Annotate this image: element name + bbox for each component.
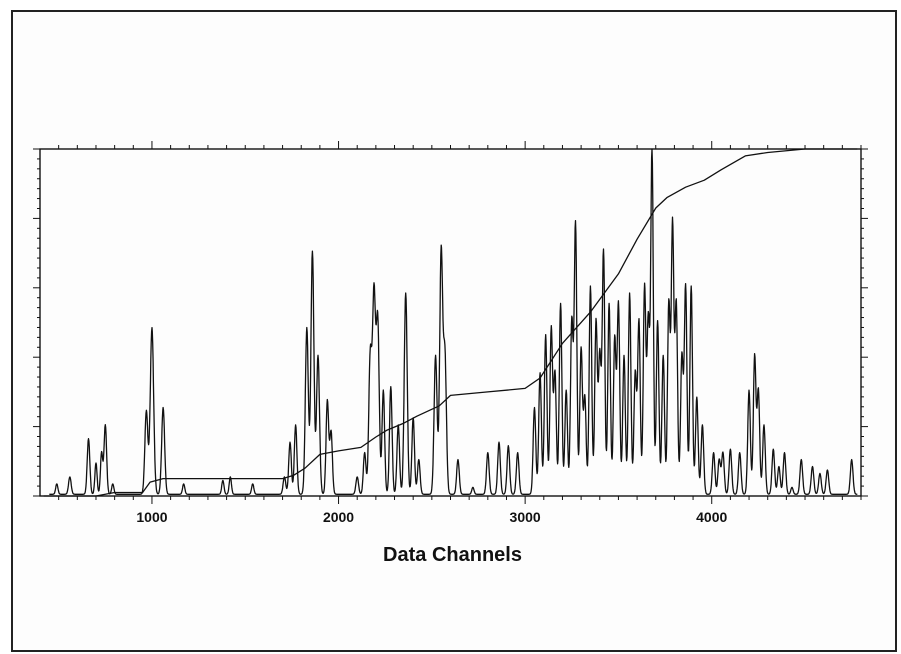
plot-box xyxy=(39,148,862,497)
spectrum-line xyxy=(49,148,858,495)
x-tick-label: 1000 xyxy=(136,509,167,525)
chart-frame xyxy=(11,10,897,652)
cumulative-line xyxy=(43,148,858,497)
x-axis-label: Data Channels xyxy=(383,544,522,566)
plot-area: 1000 2000 3000 4000 Data Channels xyxy=(33,141,868,566)
x-tick-label: 2000 xyxy=(323,509,354,525)
x-tick-label: 4000 xyxy=(696,509,727,525)
x-tick-label: 3000 xyxy=(510,509,541,525)
